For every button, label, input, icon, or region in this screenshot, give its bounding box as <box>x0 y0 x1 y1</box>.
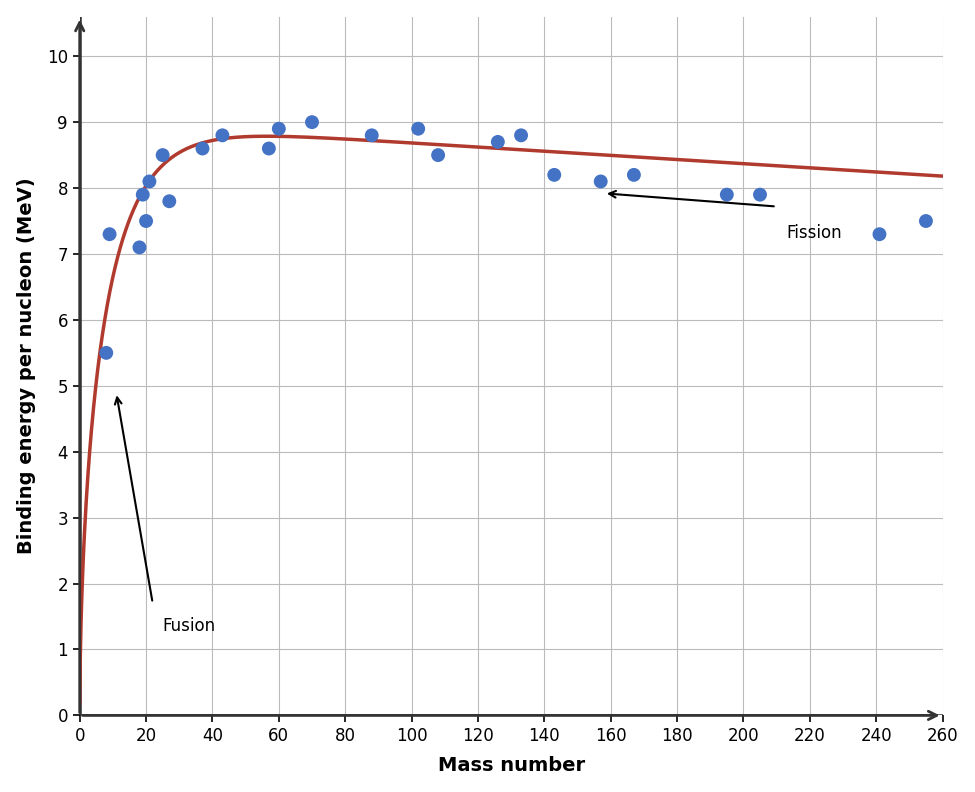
X-axis label: Mass number: Mass number <box>438 756 585 775</box>
Point <box>271 123 287 135</box>
Text: Fission: Fission <box>787 224 842 242</box>
Point <box>214 129 230 142</box>
Point <box>719 188 734 201</box>
Point <box>752 188 767 201</box>
Point <box>162 195 177 208</box>
Point <box>626 169 642 181</box>
Text: Fusion: Fusion <box>163 616 215 634</box>
Point <box>141 175 157 188</box>
Point <box>364 129 379 142</box>
Point <box>304 116 320 128</box>
Point <box>513 129 528 142</box>
Point <box>195 143 211 155</box>
Point <box>135 188 150 201</box>
Point <box>101 228 117 241</box>
Y-axis label: Binding energy per nucleon (MeV): Binding energy per nucleon (MeV) <box>17 177 36 554</box>
Point <box>98 347 114 360</box>
Point <box>546 169 562 181</box>
Point <box>593 175 608 188</box>
Point <box>872 228 887 241</box>
Point <box>261 143 277 155</box>
Point <box>490 135 506 148</box>
Point <box>155 149 171 162</box>
Point <box>138 215 154 227</box>
Point <box>132 241 147 253</box>
Point <box>430 149 446 162</box>
Point <box>918 215 934 227</box>
Point <box>410 123 426 135</box>
